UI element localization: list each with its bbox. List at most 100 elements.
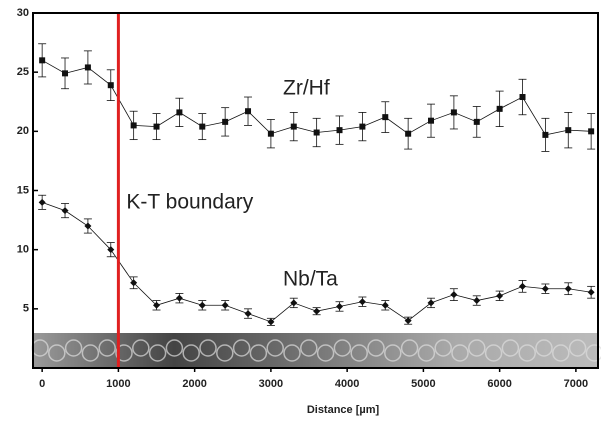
grain: [216, 344, 234, 362]
point: [587, 288, 595, 296]
point: [450, 291, 458, 299]
point: [130, 279, 138, 287]
grain: [182, 344, 200, 362]
grain: [535, 339, 553, 357]
grain: [64, 339, 83, 357]
point: [107, 82, 114, 89]
point: [290, 299, 298, 307]
grain: [266, 339, 284, 357]
x-tick-label: 4000: [335, 378, 359, 390]
point: [496, 292, 504, 300]
grain: [400, 339, 419, 357]
point: [153, 123, 160, 130]
x-tick-label: 1000: [106, 378, 130, 390]
grain: [232, 339, 251, 357]
x-tick-label: 0: [39, 378, 45, 390]
grain: [417, 344, 436, 362]
point: [428, 117, 435, 124]
x-tick-label: 5000: [411, 378, 435, 390]
strip-grains: [31, 339, 601, 362]
grain: [249, 344, 268, 362]
point: [588, 128, 595, 135]
point: [382, 114, 389, 121]
point: [245, 108, 252, 115]
point: [39, 57, 46, 64]
series-label: Zr/Hf: [283, 77, 330, 100]
y-tick-label: 10: [17, 244, 29, 256]
point: [61, 207, 69, 215]
point: [496, 105, 503, 112]
grain: [165, 339, 184, 357]
point: [358, 298, 366, 306]
plot-frame: [32, 12, 599, 369]
grain: [552, 344, 570, 362]
y-tick-label: 25: [17, 66, 29, 78]
point: [336, 127, 343, 134]
grain: [434, 339, 452, 357]
grain: [115, 344, 133, 362]
point: [427, 299, 435, 307]
point: [107, 246, 115, 254]
point: [175, 294, 183, 302]
point: [62, 70, 69, 77]
grain: [333, 339, 352, 357]
point: [405, 130, 412, 137]
y-tick-label: 30: [17, 7, 29, 19]
y-tick-label: 5: [23, 303, 29, 315]
x-tick-label: 3000: [259, 378, 283, 390]
point: [198, 301, 206, 309]
grain: [81, 344, 100, 362]
point: [313, 129, 320, 136]
grain: [501, 339, 520, 357]
point: [381, 301, 389, 309]
grain: [148, 344, 167, 362]
point: [404, 317, 412, 325]
point: [221, 301, 229, 309]
x-tick-label: 6000: [487, 378, 511, 390]
point: [519, 282, 527, 290]
grain: [98, 339, 116, 357]
point: [473, 118, 480, 125]
point: [565, 127, 572, 134]
point: [176, 109, 183, 116]
point: [290, 123, 297, 130]
grain: [350, 344, 368, 362]
grain: [568, 339, 587, 357]
y-tick-label: 20: [17, 125, 29, 137]
x-axis-label: Distance [µm]: [307, 404, 380, 416]
point: [519, 94, 526, 101]
micro-strip: [33, 333, 598, 368]
point: [267, 130, 274, 137]
grain: [48, 344, 66, 362]
grain: [518, 344, 536, 362]
grain: [384, 344, 402, 362]
grain: [316, 344, 335, 362]
point: [38, 198, 46, 206]
grain: [484, 344, 503, 362]
annotation: K-T boundary: [126, 191, 253, 214]
point: [199, 123, 206, 130]
point: [542, 131, 549, 138]
grain: [199, 339, 217, 357]
grain: [585, 344, 601, 362]
x-tick-label: 2000: [182, 378, 206, 390]
series-label: Nb/Ta: [283, 268, 338, 291]
point: [564, 285, 572, 293]
grain: [300, 339, 318, 357]
point: [359, 123, 366, 130]
point: [450, 109, 457, 116]
point: [84, 64, 91, 71]
grain: [132, 339, 150, 357]
y-tick-label: 15: [17, 184, 29, 196]
grain: [367, 339, 385, 357]
point: [473, 297, 481, 305]
point: [541, 285, 549, 293]
grain: [451, 344, 469, 362]
point: [222, 118, 229, 125]
point: [267, 318, 275, 326]
x-tick-label: 7000: [564, 378, 588, 390]
series-line: [42, 201, 592, 323]
point: [130, 122, 137, 129]
point: [84, 222, 92, 230]
